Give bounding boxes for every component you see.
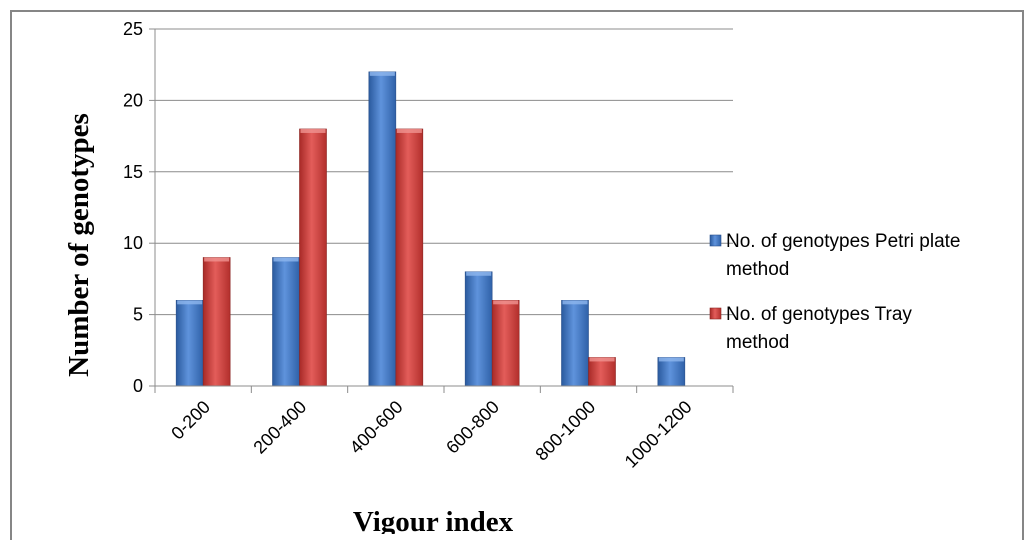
- bar-top-highlight: [493, 300, 519, 305]
- y-tick-label: 5: [133, 305, 143, 325]
- axes: [149, 28, 734, 393]
- bar-top-highlight: [562, 300, 588, 305]
- x-axis-title: Vigour index: [353, 506, 514, 534]
- bar-top-highlight: [177, 300, 203, 305]
- x-tick-label: 0-200: [167, 397, 214, 444]
- bar-top-highlight: [396, 128, 422, 133]
- chart-frame: [10, 10, 1024, 540]
- bar-petri-plate-800-1000: [561, 300, 589, 387]
- y-tick-labels: 0 5 10 15 20 25: [123, 19, 143, 396]
- legend-label: No. of genotypes Tray method: [726, 304, 912, 353]
- bar-top-highlight: [466, 271, 492, 276]
- x-tick-label: 200-400: [249, 397, 310, 458]
- x-tick-label: 600-800: [442, 397, 503, 458]
- bar-top-highlight: [658, 357, 684, 362]
- bar-top-highlight: [273, 257, 299, 262]
- bar-top-highlight: [204, 257, 230, 262]
- legend-swatch: [709, 307, 722, 320]
- y-tick-label: 20: [123, 90, 143, 110]
- bar-tray-0-200: [202, 257, 231, 387]
- gridlines: [155, 28, 733, 316]
- x-tick-labels: 0-200 200-400 400-600 600-800 800-1000 1000-1…: [167, 397, 695, 472]
- bar-petri-plate-400-600: [368, 71, 397, 387]
- legend: No. of genotypes Petri plate method No. of…: [709, 231, 960, 353]
- bar-petri-plate-0-200: [175, 300, 204, 387]
- y-tick-label: 25: [123, 19, 143, 39]
- x-tick-label: 1000-1200: [621, 397, 696, 472]
- y-axis-title: Number of genotypes: [63, 113, 95, 377]
- bar-petri-plate-600-800: [464, 271, 493, 387]
- y-tick-label: 0: [133, 376, 143, 396]
- bar-top-highlight: [589, 357, 615, 362]
- bars: [175, 71, 686, 387]
- bar-top-highlight: [369, 71, 395, 76]
- x-tick-label: 400-600: [346, 397, 407, 458]
- x-tick-label: 800-1000: [531, 397, 599, 465]
- bar-tray-600-800: [491, 300, 520, 387]
- y-tick-label: 10: [123, 233, 143, 253]
- legend-swatch: [709, 234, 722, 247]
- bar-tray-200-400: [299, 128, 327, 387]
- bar-top-highlight: [300, 128, 326, 133]
- bar-petri-plate-200-400: [272, 257, 300, 387]
- bar-petri-plate-1000-1200: [657, 357, 686, 387]
- legend-label: No. of genotypes Petri plate method: [726, 231, 960, 280]
- bar-tray-400-600: [395, 128, 424, 387]
- y-tick-label: 15: [123, 162, 143, 182]
- bar-tray-800-1000: [588, 357, 616, 387]
